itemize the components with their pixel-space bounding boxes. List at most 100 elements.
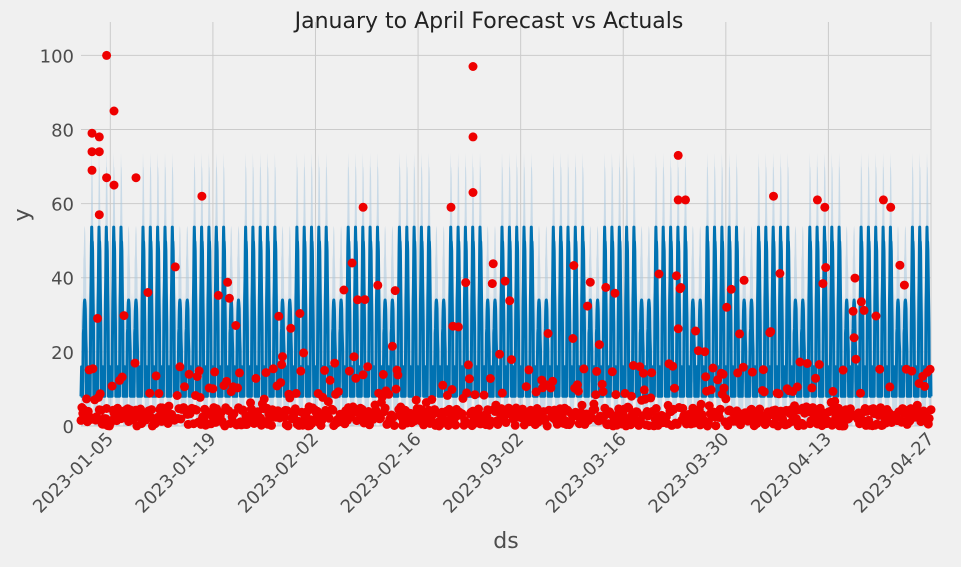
actual-point xyxy=(495,349,505,359)
actual-point xyxy=(713,375,723,385)
actual-point xyxy=(251,373,261,383)
actual-point xyxy=(670,383,679,393)
actual-point xyxy=(277,360,287,370)
actual-point xyxy=(802,359,812,368)
actual-point xyxy=(691,326,701,336)
actual-point xyxy=(542,421,552,431)
actual-point xyxy=(87,147,97,157)
actual-point xyxy=(758,365,768,375)
actual-point xyxy=(107,381,117,391)
actual-point xyxy=(295,309,305,318)
actual-point xyxy=(673,324,683,334)
actual-point xyxy=(268,364,278,374)
actual-point xyxy=(859,305,869,315)
actual-point xyxy=(886,202,896,212)
y-tick-label: 0 xyxy=(63,417,74,438)
actual-point xyxy=(130,358,140,368)
actual-point xyxy=(463,360,473,370)
actual-point xyxy=(715,404,725,414)
actual-point xyxy=(592,366,602,376)
forecast-series xyxy=(79,225,933,398)
actual-point xyxy=(389,421,399,430)
actual-point xyxy=(524,365,534,375)
actual-point xyxy=(899,280,909,290)
actual-point xyxy=(147,405,156,415)
actual-point xyxy=(769,191,778,201)
actual-point xyxy=(568,334,578,343)
actual-point xyxy=(286,323,296,333)
actual-point xyxy=(333,387,343,397)
actual-point xyxy=(696,399,706,409)
actual-point xyxy=(700,347,710,357)
actual-point xyxy=(151,371,161,381)
actual-point xyxy=(102,50,112,60)
actual-point xyxy=(856,388,865,398)
actual-point xyxy=(95,389,105,399)
actual-point xyxy=(671,271,681,281)
actual-point xyxy=(635,362,645,372)
actual-point xyxy=(102,173,112,183)
actual-point xyxy=(88,364,98,374)
actual-point xyxy=(485,374,495,383)
actual-point xyxy=(391,384,401,394)
actual-point xyxy=(378,370,388,379)
actual-point xyxy=(875,364,885,374)
actual-point xyxy=(195,392,205,402)
y-tick-label: 100 xyxy=(40,46,74,67)
actual-point xyxy=(143,288,153,297)
y-axis-label: y xyxy=(10,208,35,221)
actual-point xyxy=(548,376,558,386)
actual-point xyxy=(591,390,601,400)
actual-point xyxy=(507,355,516,365)
actual-point xyxy=(639,385,649,395)
actual-point xyxy=(673,195,683,205)
actual-point xyxy=(358,370,368,380)
actual-point xyxy=(850,273,860,283)
actual-point xyxy=(885,382,895,392)
actual-point xyxy=(349,352,359,362)
actual-point xyxy=(94,132,104,142)
actual-point xyxy=(510,420,520,430)
actual-point xyxy=(708,363,718,373)
actual-point xyxy=(830,396,840,406)
actual-point xyxy=(668,361,678,371)
actual-point xyxy=(590,404,600,414)
actual-point xyxy=(871,311,881,321)
y-axis-ticks: 0 20 40 60 80 100 xyxy=(40,46,74,438)
actual-point xyxy=(601,282,611,292)
actual-point xyxy=(807,383,817,393)
actual-point xyxy=(184,369,194,379)
chart-title: January to April Forecast vs Actuals xyxy=(293,9,684,34)
actual-point xyxy=(739,275,749,285)
actual-point xyxy=(711,421,721,431)
actual-point xyxy=(681,195,690,205)
actual-point xyxy=(654,269,664,279)
actual-point xyxy=(208,384,218,394)
y-tick-label: 60 xyxy=(51,195,74,216)
actual-point xyxy=(468,132,478,142)
actual-point xyxy=(175,362,185,372)
actual-point xyxy=(231,321,241,330)
actual-point xyxy=(706,385,716,395)
actual-point xyxy=(325,375,335,385)
actual-point xyxy=(926,405,936,415)
actual-point xyxy=(393,370,403,380)
actual-point xyxy=(109,106,119,116)
actual-point xyxy=(373,280,383,290)
actual-point xyxy=(339,285,349,295)
actual-point xyxy=(497,388,507,398)
actual-point xyxy=(543,329,553,338)
actual-point xyxy=(828,386,838,396)
actual-point xyxy=(468,188,478,197)
actual-point xyxy=(353,295,363,305)
actual-point xyxy=(87,128,97,138)
actual-point xyxy=(109,180,119,190)
actual-point xyxy=(320,365,330,375)
actual-point xyxy=(907,366,917,376)
actual-point xyxy=(274,311,284,321)
actual-point xyxy=(814,360,824,369)
actual-point xyxy=(223,277,233,287)
actual-point xyxy=(119,311,129,321)
actual-point xyxy=(344,366,354,376)
